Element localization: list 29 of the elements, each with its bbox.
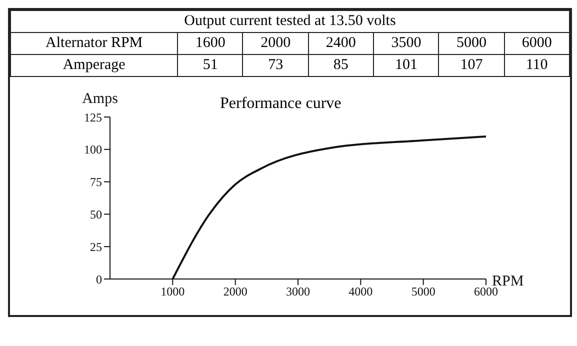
data-label: 101	[374, 54, 439, 76]
text: Output current tested at 13.50 volts	[10, 10, 570, 32]
data-label: 110	[504, 54, 570, 76]
x-tick-label: 4000	[348, 284, 373, 299]
y-tick-label: 0	[96, 272, 102, 286]
x-tick-label: 6000	[474, 284, 498, 299]
data-label: 107	[438, 54, 504, 76]
text: Amperage	[10, 54, 178, 76]
category-label: 1600	[178, 32, 243, 54]
y-tick-label: 75	[90, 175, 102, 190]
y-tick-label: 100	[84, 142, 102, 157]
category-label: 3500	[374, 32, 439, 54]
data-label: 85	[308, 54, 374, 76]
category-label: 6000	[504, 32, 570, 54]
data-label: 51	[178, 54, 243, 76]
chart-subtitle: Performance curve	[220, 95, 342, 113]
y-tick-label: 25	[90, 240, 102, 254]
x-tick-label: 2000	[223, 284, 248, 299]
text: Alternator RPM	[10, 32, 178, 54]
category-label: 2000	[242, 32, 308, 54]
data-label: 73	[242, 54, 308, 76]
category-label: 5000	[438, 32, 504, 54]
y-tick-label: 50	[90, 207, 102, 222]
category-label: 2400	[308, 32, 374, 54]
x-tick-label: 5000	[411, 284, 436, 299]
x-tick-label: 3000	[286, 284, 310, 299]
y-axis-title: Amps	[82, 91, 118, 107]
x-tick-label: 1000	[160, 284, 185, 299]
y-tick-label: 125	[84, 110, 102, 124]
